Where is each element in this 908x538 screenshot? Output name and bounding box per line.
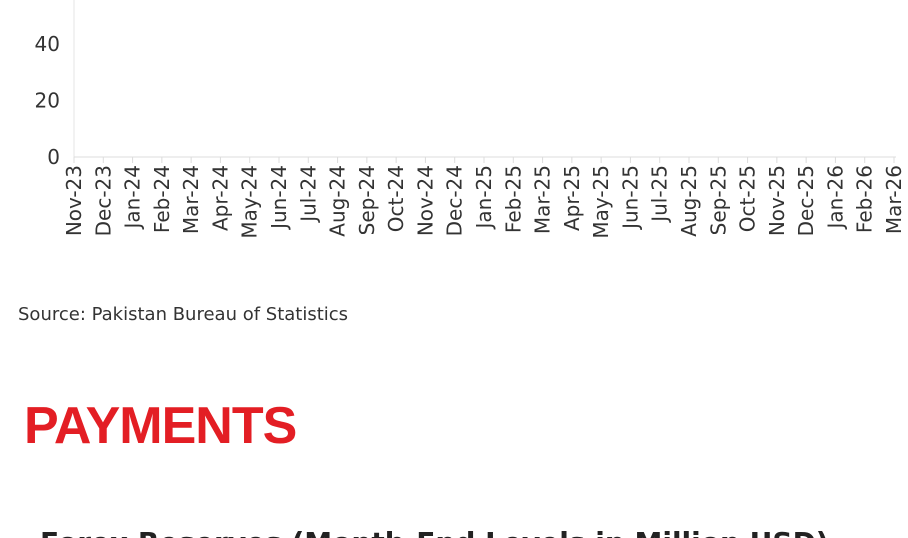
x-tick-label: Dec-25 bbox=[794, 165, 818, 236]
x-tick-label: Aug-25 bbox=[677, 165, 701, 237]
section-heading: PAYMENTS bbox=[24, 397, 296, 455]
x-tick-label: Feb-25 bbox=[501, 165, 525, 233]
x-tick-label: Apr-25 bbox=[560, 165, 584, 231]
x-tick-label: Dec-24 bbox=[443, 165, 467, 236]
x-tick-label: Oct-24 bbox=[384, 165, 408, 232]
x-tick-label: Nov-23 bbox=[62, 165, 86, 236]
x-tick-label: Mar-25 bbox=[531, 165, 555, 234]
x-tick-label: Jul-25 bbox=[648, 165, 672, 224]
x-tick-label: Jan-26 bbox=[823, 165, 847, 231]
x-tick-label: Sep-24 bbox=[355, 165, 379, 235]
y-tick-label: 20 bbox=[35, 89, 60, 113]
x-tick-label: Mar-24 bbox=[179, 165, 203, 234]
x-tick-label: Jul-24 bbox=[296, 165, 320, 224]
x-tick-label: May-24 bbox=[238, 165, 262, 239]
x-tick-label: Feb-26 bbox=[853, 165, 877, 233]
chart-title: Forex Reserves (Month-End Levels in Mill… bbox=[40, 526, 829, 538]
x-tick-label: Nov-24 bbox=[413, 165, 437, 236]
x-tick-label: Apr-24 bbox=[208, 165, 232, 231]
x-tick-label: Feb-24 bbox=[150, 165, 174, 233]
x-tick-label: Jan-25 bbox=[472, 165, 496, 231]
x-tick-label: Sep-25 bbox=[706, 165, 730, 235]
source-note: Source: Pakistan Bureau of Statistics bbox=[18, 304, 348, 325]
x-tick-label: Jan-24 bbox=[121, 165, 145, 231]
x-tick-label: Nov-25 bbox=[765, 165, 789, 236]
y-tick-label: 0 bbox=[47, 145, 60, 169]
y-tick-label: 40 bbox=[35, 32, 60, 56]
x-tick-label: Jun-24 bbox=[267, 165, 291, 231]
x-tick-label: Dec-23 bbox=[91, 165, 115, 236]
x-tick-label: Jun-25 bbox=[618, 165, 642, 231]
x-tick-label: May-25 bbox=[589, 165, 613, 239]
x-tick-label: Oct-25 bbox=[736, 165, 760, 232]
x-tick-label: Mar-26 bbox=[882, 165, 906, 234]
x-tick-label: Aug-24 bbox=[326, 165, 350, 237]
